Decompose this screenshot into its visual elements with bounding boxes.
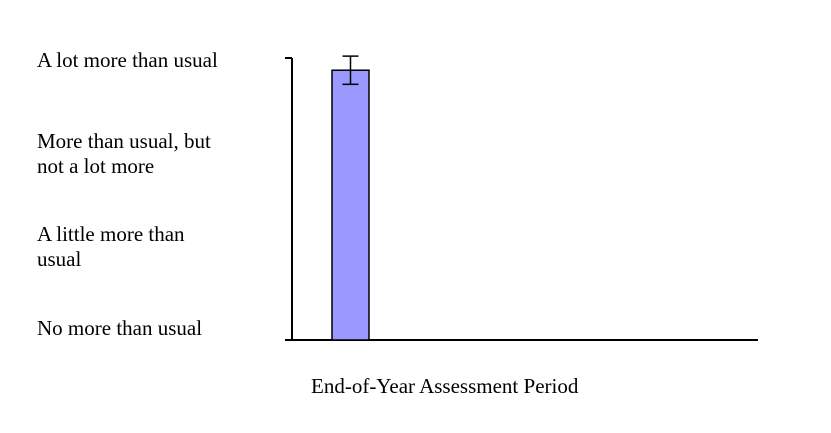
bars-layer xyxy=(331,55,370,341)
error-bar-0 xyxy=(342,55,359,86)
x-axis-label: End-of-Year Assessment Period xyxy=(311,374,579,398)
y-tick-label-0: No more than usual xyxy=(37,316,203,340)
y-tick-label-2: More than usual, but not a lot more xyxy=(37,129,211,178)
bar-0 xyxy=(331,69,370,341)
y-tick-label-1: A little more than usual xyxy=(37,222,185,271)
y-tick-label-3: A lot more than usual xyxy=(37,48,218,72)
